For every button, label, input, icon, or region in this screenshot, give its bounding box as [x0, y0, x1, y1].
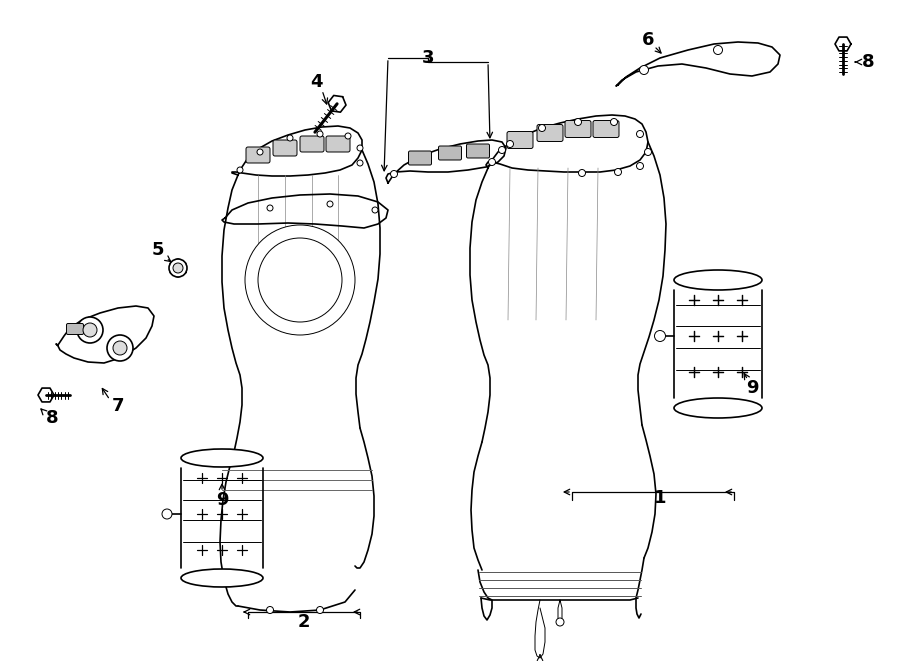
Circle shape: [257, 149, 263, 155]
Circle shape: [245, 225, 355, 335]
Circle shape: [538, 124, 545, 132]
Text: 8: 8: [46, 409, 58, 427]
Text: 5: 5: [152, 241, 164, 259]
Circle shape: [489, 159, 496, 165]
Circle shape: [644, 149, 652, 155]
Circle shape: [640, 65, 649, 75]
Circle shape: [267, 205, 273, 211]
FancyBboxPatch shape: [565, 120, 591, 137]
Circle shape: [372, 207, 378, 213]
Circle shape: [610, 118, 617, 126]
Text: 9: 9: [746, 379, 758, 397]
Ellipse shape: [181, 449, 263, 467]
Circle shape: [287, 135, 293, 141]
Text: 2: 2: [298, 613, 310, 631]
FancyBboxPatch shape: [246, 147, 270, 163]
Circle shape: [83, 323, 97, 337]
Circle shape: [636, 163, 644, 169]
Circle shape: [507, 141, 514, 147]
Circle shape: [317, 607, 323, 613]
Text: 4: 4: [310, 73, 322, 91]
FancyBboxPatch shape: [300, 136, 324, 152]
FancyBboxPatch shape: [593, 120, 619, 137]
Circle shape: [113, 341, 127, 355]
Ellipse shape: [674, 270, 762, 290]
Circle shape: [266, 607, 274, 613]
FancyBboxPatch shape: [326, 136, 350, 152]
Text: 1: 1: [653, 489, 666, 507]
Circle shape: [714, 46, 723, 54]
Circle shape: [556, 618, 564, 626]
FancyBboxPatch shape: [273, 140, 297, 156]
Text: 3: 3: [422, 49, 434, 67]
FancyBboxPatch shape: [438, 146, 462, 160]
Circle shape: [317, 131, 323, 137]
FancyBboxPatch shape: [466, 144, 490, 158]
Circle shape: [499, 147, 506, 153]
Circle shape: [574, 118, 581, 126]
Text: 8: 8: [861, 53, 874, 71]
Circle shape: [107, 335, 133, 361]
FancyBboxPatch shape: [507, 132, 533, 149]
Ellipse shape: [181, 569, 263, 587]
FancyBboxPatch shape: [409, 151, 431, 165]
Text: 9: 9: [216, 491, 229, 509]
Circle shape: [391, 171, 398, 178]
Circle shape: [345, 133, 351, 139]
Circle shape: [636, 130, 644, 137]
Circle shape: [162, 509, 172, 519]
Circle shape: [327, 201, 333, 207]
FancyBboxPatch shape: [67, 323, 84, 334]
Circle shape: [173, 263, 183, 273]
Circle shape: [237, 167, 243, 173]
Circle shape: [579, 169, 586, 176]
Circle shape: [357, 145, 363, 151]
FancyBboxPatch shape: [537, 124, 563, 141]
Text: 6: 6: [642, 31, 654, 49]
Ellipse shape: [674, 398, 762, 418]
Circle shape: [654, 330, 665, 342]
Text: 7: 7: [112, 397, 124, 415]
Circle shape: [615, 169, 622, 176]
Circle shape: [77, 317, 103, 343]
Circle shape: [357, 160, 363, 166]
Circle shape: [169, 259, 187, 277]
